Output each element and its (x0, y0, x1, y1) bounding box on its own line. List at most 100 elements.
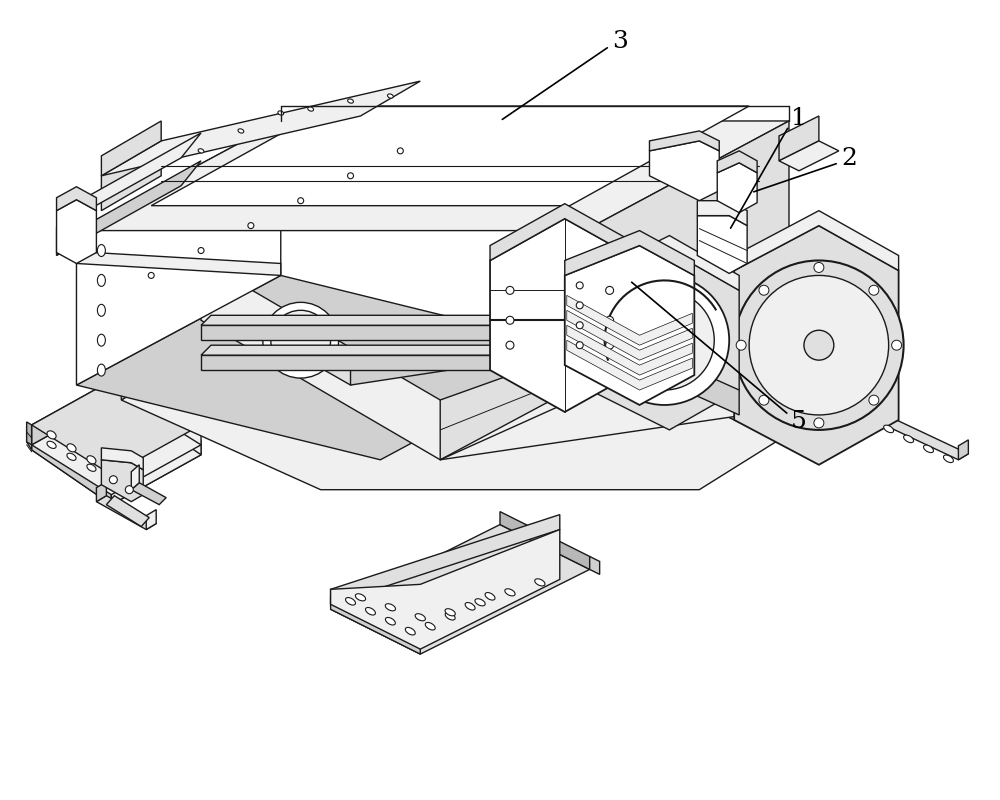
Polygon shape (500, 512, 590, 570)
Polygon shape (281, 335, 365, 385)
Ellipse shape (606, 334, 614, 346)
Ellipse shape (884, 425, 894, 433)
Ellipse shape (238, 129, 244, 133)
Polygon shape (958, 440, 968, 460)
Ellipse shape (588, 246, 595, 255)
Polygon shape (590, 235, 739, 290)
Polygon shape (32, 395, 201, 494)
Polygon shape (331, 596, 420, 654)
Ellipse shape (198, 149, 204, 153)
Polygon shape (101, 448, 143, 470)
Polygon shape (567, 340, 692, 390)
Ellipse shape (506, 342, 514, 349)
Polygon shape (27, 422, 32, 445)
Ellipse shape (298, 198, 304, 204)
Ellipse shape (606, 286, 614, 294)
Polygon shape (57, 202, 76, 255)
Circle shape (271, 310, 331, 370)
Ellipse shape (97, 245, 105, 257)
Ellipse shape (67, 444, 76, 452)
Ellipse shape (606, 245, 614, 257)
Ellipse shape (445, 609, 455, 616)
Ellipse shape (97, 334, 105, 346)
Polygon shape (57, 133, 201, 228)
Ellipse shape (278, 111, 284, 115)
Ellipse shape (475, 598, 485, 606)
Circle shape (749, 275, 889, 415)
Polygon shape (32, 375, 201, 474)
Polygon shape (440, 350, 580, 460)
Text: 5: 5 (791, 410, 807, 434)
Polygon shape (717, 151, 757, 173)
Polygon shape (151, 106, 749, 206)
Ellipse shape (506, 286, 514, 294)
Circle shape (615, 290, 714, 390)
Ellipse shape (348, 173, 354, 178)
Ellipse shape (125, 486, 133, 494)
Ellipse shape (87, 456, 96, 464)
Circle shape (600, 275, 729, 405)
Text: 1: 1 (791, 107, 807, 130)
Polygon shape (76, 121, 281, 385)
Ellipse shape (576, 302, 583, 309)
Ellipse shape (87, 464, 96, 471)
Polygon shape (697, 201, 747, 226)
Polygon shape (779, 116, 819, 161)
Polygon shape (76, 121, 789, 230)
Ellipse shape (535, 578, 545, 586)
Ellipse shape (97, 304, 105, 316)
Polygon shape (874, 400, 884, 420)
Polygon shape (201, 345, 590, 355)
Ellipse shape (445, 613, 455, 620)
Polygon shape (101, 121, 161, 176)
Polygon shape (96, 482, 106, 502)
Polygon shape (331, 514, 560, 604)
Ellipse shape (308, 107, 314, 111)
Ellipse shape (506, 316, 514, 324)
Polygon shape (649, 131, 719, 151)
Circle shape (652, 328, 676, 352)
Ellipse shape (109, 476, 117, 484)
Text: 3: 3 (612, 30, 628, 53)
Ellipse shape (576, 342, 583, 349)
Polygon shape (640, 345, 739, 415)
Polygon shape (874, 414, 968, 460)
Ellipse shape (606, 316, 614, 324)
Ellipse shape (148, 273, 154, 278)
Polygon shape (96, 496, 156, 530)
Polygon shape (697, 216, 747, 274)
Polygon shape (101, 141, 161, 210)
Polygon shape (567, 326, 692, 375)
Polygon shape (590, 250, 739, 430)
Polygon shape (351, 335, 580, 385)
Polygon shape (734, 210, 899, 270)
Ellipse shape (576, 282, 583, 289)
Ellipse shape (636, 310, 644, 322)
Polygon shape (57, 161, 201, 255)
Polygon shape (76, 251, 281, 275)
Polygon shape (490, 204, 640, 261)
Ellipse shape (924, 445, 933, 453)
Text: 2: 2 (841, 147, 857, 170)
Circle shape (759, 395, 769, 405)
Circle shape (869, 286, 879, 295)
Polygon shape (717, 163, 757, 213)
Polygon shape (580, 320, 779, 440)
Polygon shape (734, 226, 899, 465)
Ellipse shape (346, 598, 355, 605)
Ellipse shape (485, 593, 495, 600)
Ellipse shape (606, 250, 613, 261)
Polygon shape (567, 295, 692, 345)
Polygon shape (570, 300, 640, 345)
Ellipse shape (385, 604, 396, 611)
Ellipse shape (904, 435, 914, 442)
Polygon shape (565, 246, 694, 405)
Ellipse shape (576, 322, 583, 329)
Ellipse shape (355, 594, 366, 601)
Ellipse shape (397, 148, 403, 154)
Polygon shape (201, 315, 590, 326)
Polygon shape (201, 261, 779, 460)
Ellipse shape (588, 295, 595, 306)
Ellipse shape (415, 614, 425, 621)
Polygon shape (106, 496, 149, 526)
